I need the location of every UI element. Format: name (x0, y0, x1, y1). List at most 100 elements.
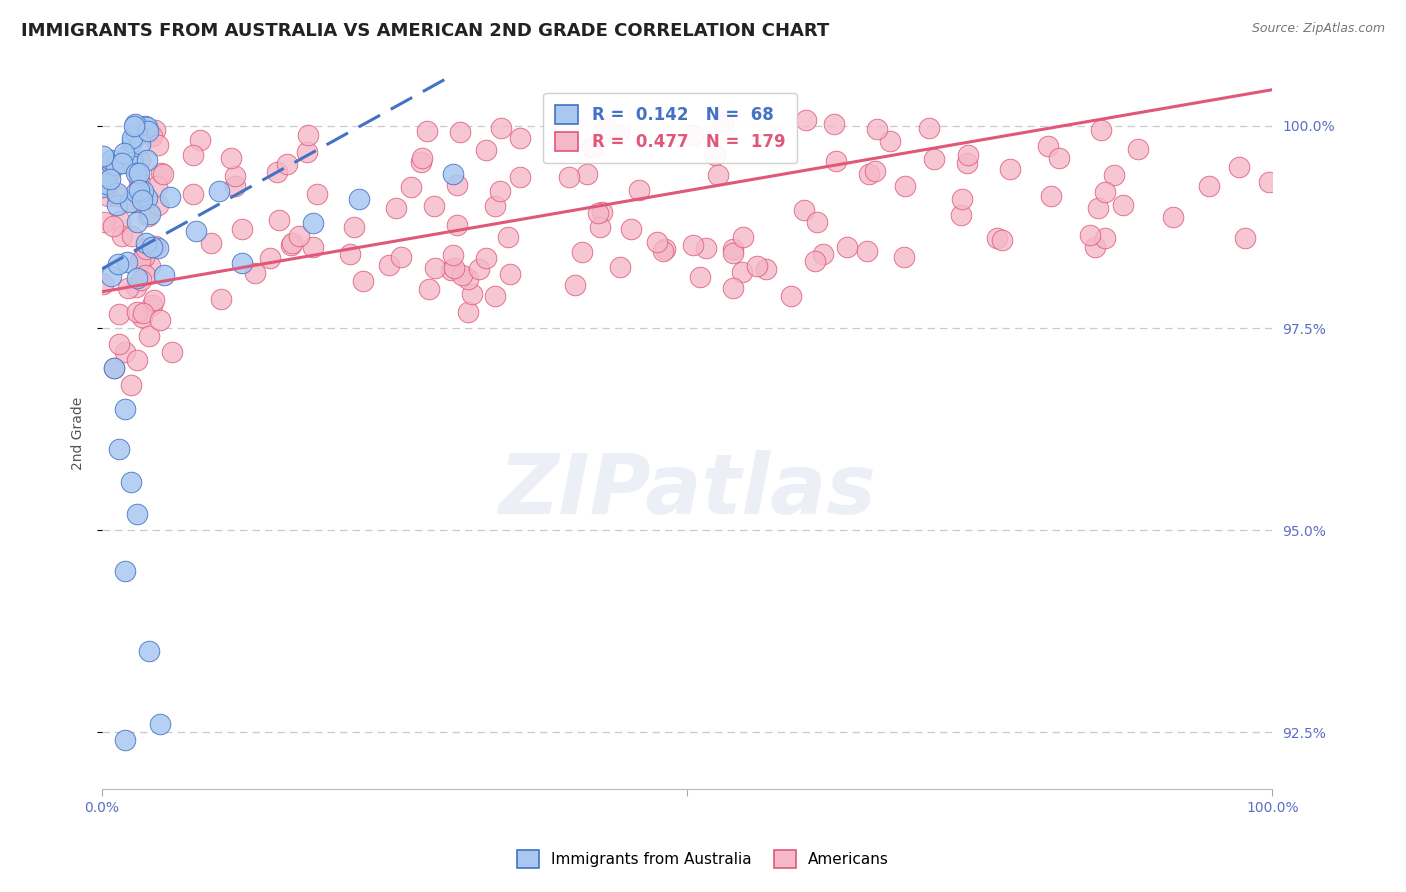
Point (125, 166, 148, 180)
Point (266, 165, 288, 179)
Point (1102, 168, 1125, 182)
Text: ZIPatlas: ZIPatlas (498, 450, 876, 531)
Point (105, 189, 128, 203)
Point (1094, 231, 1116, 245)
Point (259, 251, 281, 265)
Point (104, 158, 127, 172)
Point (281, 235, 304, 250)
Text: Source: ZipAtlas.com: Source: ZipAtlas.com (1251, 22, 1385, 36)
Point (418, 282, 440, 296)
Point (125, 353, 148, 368)
Point (449, 126, 471, 140)
Point (115, 255, 138, 269)
Point (343, 219, 366, 234)
Point (591, 205, 613, 219)
Point (1227, 160, 1250, 174)
Point (131, 310, 153, 324)
Point (489, 120, 512, 135)
Point (998, 162, 1021, 177)
Point (1084, 240, 1107, 254)
Point (682, 128, 704, 143)
Point (132, 250, 155, 264)
Point (121, 229, 143, 244)
Point (297, 128, 319, 142)
Point (879, 135, 901, 149)
Point (956, 148, 979, 162)
Point (352, 274, 374, 288)
Point (122, 119, 145, 133)
Point (121, 159, 143, 173)
Point (146, 137, 169, 152)
Point (1078, 227, 1101, 242)
Point (564, 278, 586, 293)
Point (865, 121, 887, 136)
Legend: Immigrants from Australia, Americans: Immigrants from Australia, Americans (509, 843, 897, 875)
Point (508, 131, 530, 145)
Point (823, 117, 845, 131)
Point (682, 238, 704, 252)
Point (1036, 139, 1059, 153)
Point (127, 271, 149, 285)
Point (499, 267, 522, 281)
Point (91, 180, 114, 194)
Point (105, 186, 128, 201)
Point (125, 305, 148, 319)
Point (114, 564, 136, 578)
Point (149, 717, 172, 731)
Point (108, 442, 131, 457)
Point (451, 268, 474, 282)
Point (121, 131, 143, 145)
Point (129, 175, 152, 189)
Point (571, 245, 593, 260)
Point (129, 273, 152, 287)
Point (695, 241, 717, 255)
Point (128, 136, 150, 151)
Y-axis label: 2nd Grade: 2nd Grade (72, 396, 86, 470)
Point (804, 253, 827, 268)
Point (576, 167, 599, 181)
Point (134, 120, 156, 134)
Point (581, 140, 603, 154)
Legend: R =  0.142   N =  68, R =  0.477   N =  179: R = 0.142 N = 68, R = 0.477 N = 179 (543, 93, 797, 163)
Point (416, 124, 439, 138)
Point (150, 166, 173, 180)
Point (423, 261, 446, 276)
Point (131, 193, 153, 207)
Point (108, 337, 131, 351)
Point (806, 215, 828, 229)
Point (496, 229, 519, 244)
Point (706, 168, 728, 182)
Point (377, 258, 399, 272)
Point (793, 202, 815, 217)
Point (620, 221, 643, 235)
Point (135, 243, 157, 257)
Point (136, 209, 159, 223)
Point (1233, 231, 1256, 245)
Point (231, 221, 253, 235)
Point (124, 117, 146, 131)
Point (484, 288, 506, 302)
Point (731, 265, 754, 279)
Point (121, 155, 143, 169)
Point (135, 191, 157, 205)
Point (132, 306, 155, 320)
Point (135, 236, 157, 251)
Point (711, 115, 734, 129)
Point (922, 153, 945, 167)
Point (295, 145, 318, 159)
Point (125, 215, 148, 229)
Text: IMMIGRANTS FROM AUSTRALIA VS AMERICAN 2ND GRADE CORRELATION CHART: IMMIGRANTS FROM AUSTRALIA VS AMERICAN 2N… (21, 22, 830, 40)
Point (181, 186, 204, 201)
Point (188, 132, 211, 146)
Point (389, 250, 412, 264)
Point (1161, 210, 1184, 224)
Point (399, 179, 422, 194)
Point (93, 215, 115, 229)
Point (146, 198, 169, 212)
Point (654, 242, 676, 256)
Point (224, 178, 246, 193)
Point (91, 277, 114, 292)
Point (825, 154, 848, 169)
Point (755, 262, 778, 277)
Point (103, 361, 125, 376)
